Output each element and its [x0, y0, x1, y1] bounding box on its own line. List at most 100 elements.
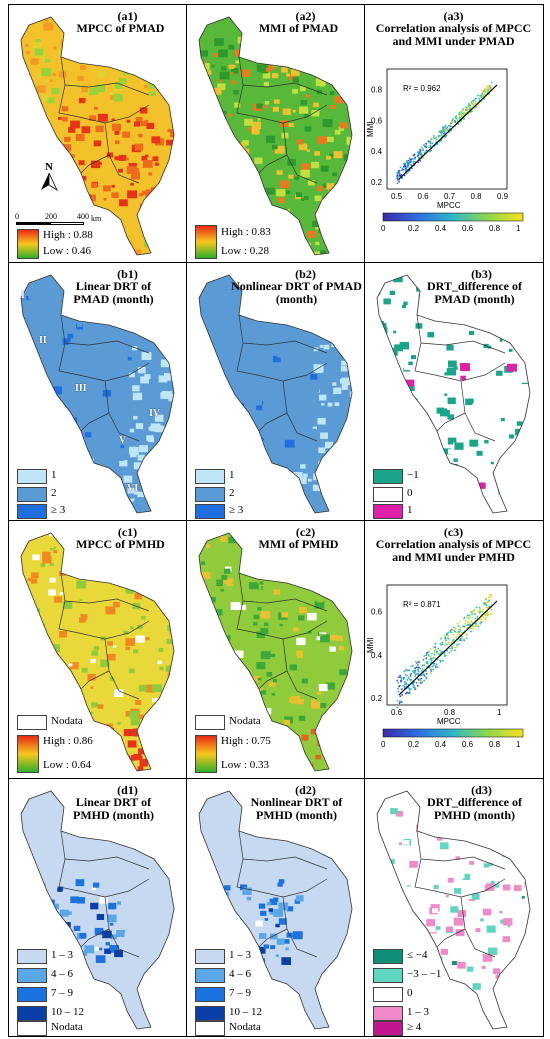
- legend-swatch-2: [195, 487, 225, 502]
- panel-id: (b2): [295, 267, 316, 281]
- row-d: (d1) Linear DRT of PMHD (month) 1 – 3 4 …: [9, 779, 543, 1036]
- legend-high: High : 0.88: [43, 229, 93, 241]
- legend-label: 1 – 3: [407, 1006, 429, 1018]
- legend-label: −3 – −1: [407, 968, 442, 980]
- y-tick: 0.6: [371, 116, 383, 125]
- panel-a3: (a3) Correlation analysis of MPCC and MM…: [365, 5, 542, 262]
- legend-nodata: Nodata: [51, 715, 83, 727]
- legend-low: Low : 0.46: [43, 245, 91, 257]
- legend-swatch: [17, 968, 47, 983]
- legend-label: 1: [229, 469, 235, 481]
- figure-grid: (a1) MPCC of PMAD N 0 200 400 km High : …: [8, 4, 544, 1037]
- panel-id: (b3): [471, 267, 492, 281]
- panel-title: MMI of PMAD: [258, 21, 339, 35]
- x-tick: 0.9: [497, 192, 509, 201]
- panel-id: (a1): [117, 9, 138, 23]
- legend-high: High : 0.75: [221, 735, 271, 747]
- panel-title: MPCC of PMHD: [76, 537, 165, 551]
- panel-c2: (c2) MMI of PMHD Nodata High : 0.75 Low …: [187, 521, 365, 778]
- legend-low: Low : 0.28: [221, 245, 269, 257]
- legend-swatch: [195, 1006, 225, 1021]
- legend-swatch-3: [195, 504, 225, 519]
- scale-unit: km: [91, 214, 102, 223]
- x-tick: 0.6: [418, 192, 430, 201]
- gradient-legend: [17, 229, 39, 259]
- panel-title: Nonlinear DRT of PMAD (month): [231, 279, 362, 306]
- map-d1: [20, 790, 175, 1030]
- panel-d3: (d3) DRT_difference of PMHD (month) ≤ −4…: [365, 779, 542, 1036]
- panel-b2: (b2) Nonlinear DRT of PMAD (month) 1 2 ≥…: [187, 263, 365, 520]
- panel-id: (d1): [117, 783, 138, 797]
- legend-swatch-zero: [373, 487, 403, 502]
- panel-title: MMI of PMHD: [258, 537, 339, 551]
- legend-label: 1 – 3: [229, 949, 251, 961]
- colorbar-tick: 0.6: [462, 740, 474, 749]
- legend-swatch: [17, 949, 47, 964]
- legend-label: 2: [229, 487, 235, 499]
- colorbar-tick: 0: [381, 224, 386, 233]
- colorbar-tick: 0.8: [489, 740, 501, 749]
- legend-label: ≥ 3: [51, 504, 66, 516]
- panel-title: Correlation analysis of MPCC and MMI und…: [375, 21, 532, 48]
- x-axis-label: MPCC: [437, 201, 461, 210]
- map-b1: [20, 274, 175, 514]
- colorbar: [382, 212, 524, 222]
- x-tick: 0.5: [391, 192, 403, 201]
- legend-label: ≤ −4: [407, 949, 428, 961]
- panel-title: DRT_difference of PMHD (month): [427, 795, 522, 822]
- region-label-vi: VI: [127, 483, 139, 494]
- legend-label: 10 – 12: [229, 1006, 262, 1018]
- scale-400: 400: [77, 212, 89, 221]
- legend-swatch: [373, 1006, 403, 1021]
- colorbar-tick: 1: [516, 740, 521, 749]
- map-b3: [376, 274, 531, 514]
- panel-d2: (d2) Nonlinear DRT of PMHD (month) 1 – 3…: [187, 779, 365, 1036]
- y-tick: 0.6: [371, 608, 383, 617]
- north-arrow-icon: [41, 172, 58, 192]
- scale-bar: 0 200 400 km: [15, 212, 101, 228]
- x-axis-label: MPCC: [437, 717, 461, 726]
- colorbar: [382, 728, 524, 738]
- y-tick: 0.4: [371, 651, 383, 660]
- y-axis-label: MMI: [366, 121, 375, 137]
- panel-title: DRT_difference of PMAD (month): [427, 279, 522, 306]
- gradient-legend: [17, 735, 39, 773]
- colorbar-tick: 0: [381, 740, 386, 749]
- panel-id: (c3): [443, 525, 464, 539]
- legend-swatch: [17, 987, 47, 1002]
- colorbar-tick: 0.4: [435, 740, 447, 749]
- legend-swatch-neg: [373, 469, 403, 484]
- panel-id: (c2): [295, 525, 316, 539]
- legend-label: 4 – 6: [51, 968, 73, 980]
- legend-nodata-swatch: [195, 715, 225, 730]
- r-squared-label: R² = 0.871: [403, 600, 441, 609]
- row-c: (c1) MPCC of PMHD Nodata High : 0.86 Low…: [9, 521, 543, 779]
- legend-label: ≥ 4: [407, 1021, 422, 1033]
- legend-label: Nodata: [51, 1021, 83, 1033]
- legend-label: 1: [407, 504, 413, 516]
- colorbar-tick: 0.2: [408, 740, 420, 749]
- panel-b1: (b1) Linear DRT of PMAD (month) I II III…: [9, 263, 187, 520]
- x-tick: 0.7: [444, 192, 456, 201]
- r-squared-label: R² = 0.962: [403, 84, 441, 93]
- legend-high: High : 0.83: [221, 226, 271, 238]
- x-tick: 0.8: [471, 192, 483, 201]
- panel-a1: (a1) MPCC of PMAD N 0 200 400 km High : …: [9, 5, 187, 262]
- gradient-legend: [195, 225, 217, 259]
- legend-swatch: [373, 949, 403, 964]
- legend-low: Low : 0.64: [43, 759, 91, 771]
- legend-swatch: [373, 987, 403, 1002]
- map-a2: [198, 16, 353, 256]
- region-label-iv: IV: [149, 408, 161, 419]
- legend-swatch: [373, 1021, 403, 1036]
- region-label-iii: III: [75, 383, 87, 394]
- row-b: (b1) Linear DRT of PMAD (month) I II III…: [9, 263, 543, 521]
- panel-title: Linear DRT of PMAD (month): [73, 279, 154, 306]
- legend-label: ≥ 3: [229, 504, 244, 516]
- colorbar-tick: 0.4: [435, 224, 447, 233]
- legend-label: 0: [407, 487, 413, 499]
- panel-a2: (a2) MMI of PMAD High : 0.83 Low : 0.28: [187, 5, 365, 262]
- legend-swatch-pos: [373, 504, 403, 519]
- row-a: (a1) MPCC of PMAD N 0 200 400 km High : …: [9, 5, 543, 263]
- region-label-ii: II: [39, 335, 47, 346]
